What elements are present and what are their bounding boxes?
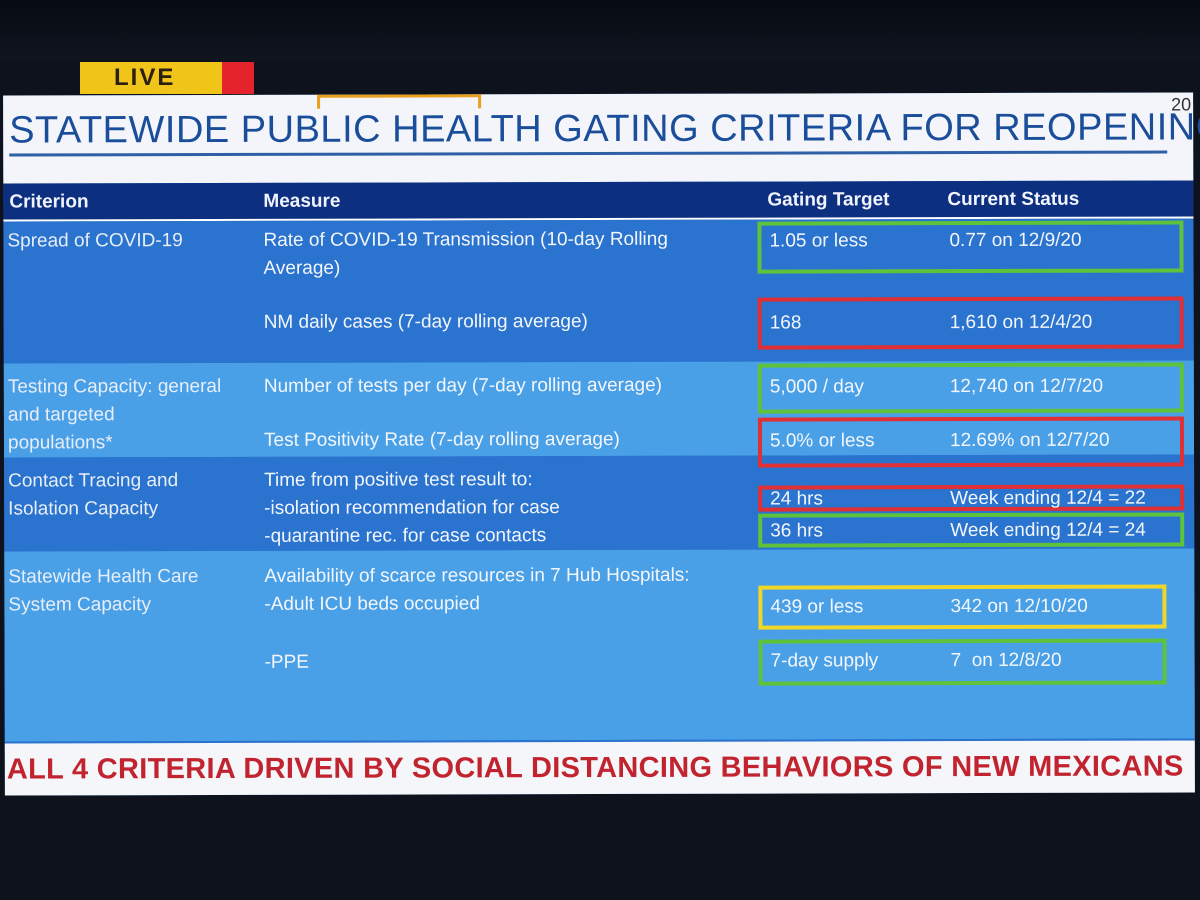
status-value: 12.69% on 12/7/20 [949, 429, 1110, 452]
target-box-icu-beds: 439 or less 342 on 12/10/20 [758, 584, 1167, 630]
measure-icu-beds: Availability of scarce resources in 7 Hu… [264, 564, 690, 615]
footer-banner: ALL 4 CRITERIA DRIVEN BY SOCIAL DISTANCI… [4, 740, 1195, 796]
status-value: 1,610 on 12/4/20 [949, 311, 1093, 334]
table-header-row: Criterion Measure Gating Target Current … [3, 180, 1194, 222]
criterion-spread: Spread of COVID-19 [7, 230, 183, 252]
header-criterion: Criterion [9, 191, 89, 213]
header-gating-target: Gating Target [767, 189, 890, 211]
target-value: 24 hrs [770, 488, 823, 510]
target-value: 5,000 / day [769, 376, 864, 398]
live-badge: LIVE [80, 62, 222, 94]
status-value: 7 on 12/8/20 [950, 649, 1062, 672]
measure-daily-cases: NM daily cases (7-day rolling average) [263, 311, 588, 333]
measure-tests-per-day: Number of tests per day (7-day rolling a… [263, 374, 663, 397]
title-accent-bracket [317, 94, 482, 109]
measure-ppe: -PPE [264, 651, 309, 673]
target-value: 7-day supply [770, 650, 879, 672]
header-current-status: Current Status [947, 188, 1080, 211]
target-box-daily-cases: 168 1,610 on 12/4/20 [757, 296, 1184, 350]
target-box-isolation: 24 hrs Week ending 12/4 = 22 [758, 484, 1185, 512]
target-box-quarantine: 36 hrs Week ending 12/4 = 24 [758, 512, 1185, 548]
live-badge-label: LIVE [114, 64, 176, 91]
header-measure: Measure [263, 190, 341, 212]
target-value: 1.05 or less [769, 230, 868, 252]
criterion-health-care: Statewide Health Care System Capacity [8, 566, 199, 616]
status-value: 0.77 on 12/9/20 [949, 229, 1082, 252]
target-box-transmission: 1.05 or less 0.77 on 12/9/20 [757, 220, 1184, 274]
target-value: 5.0% or less [769, 430, 875, 452]
target-box-tests-per-day: 5,000 / day 12,740 on 12/7/20 [757, 362, 1184, 414]
measure-transmission-rate: Rate of COVID-19 Transmission (10-day Ro… [263, 228, 668, 279]
footer-text: ALL 4 CRITERIA DRIVEN BY SOCIAL DISTANCI… [6, 750, 1184, 786]
presentation-slide: STATEWIDE PUBLIC HEALTH GATING CRITERIA … [3, 92, 1200, 796]
status-value: Week ending 12/4 = 24 [950, 519, 1146, 542]
page-number: 20 [1171, 94, 1192, 115]
title-bar: STATEWIDE PUBLIC HEALTH GATING CRITERIA … [3, 92, 1200, 184]
measure-time-to-isolation: Time from positive test result to: -isol… [264, 469, 560, 547]
status-value: 12,740 on 12/7/20 [949, 375, 1104, 398]
target-box-ppe: 7-day supply 7 on 12/8/20 [758, 638, 1167, 686]
criterion-testing: Testing Capacity: general and targeted p… [7, 375, 222, 454]
status-value: Week ending 12/4 = 22 [950, 487, 1146, 510]
status-value: 342 on 12/10/20 [950, 595, 1088, 618]
target-value: 439 or less [770, 596, 864, 618]
live-badge-red-block [222, 62, 254, 94]
slide-title: STATEWIDE PUBLIC HEALTH GATING CRITERIA … [9, 106, 1200, 152]
target-box-positivity: 5.0% or less 12.69% on 12/7/20 [757, 416, 1185, 468]
screen-bezel [0, 0, 1200, 60]
criterion-contact-tracing: Contact Tracing and Isolation Capacity [8, 470, 179, 520]
measure-positivity-rate: Test Positivity Rate (7-day rolling aver… [263, 428, 620, 451]
target-value: 36 hrs [770, 520, 824, 542]
target-value: 168 [769, 312, 802, 334]
